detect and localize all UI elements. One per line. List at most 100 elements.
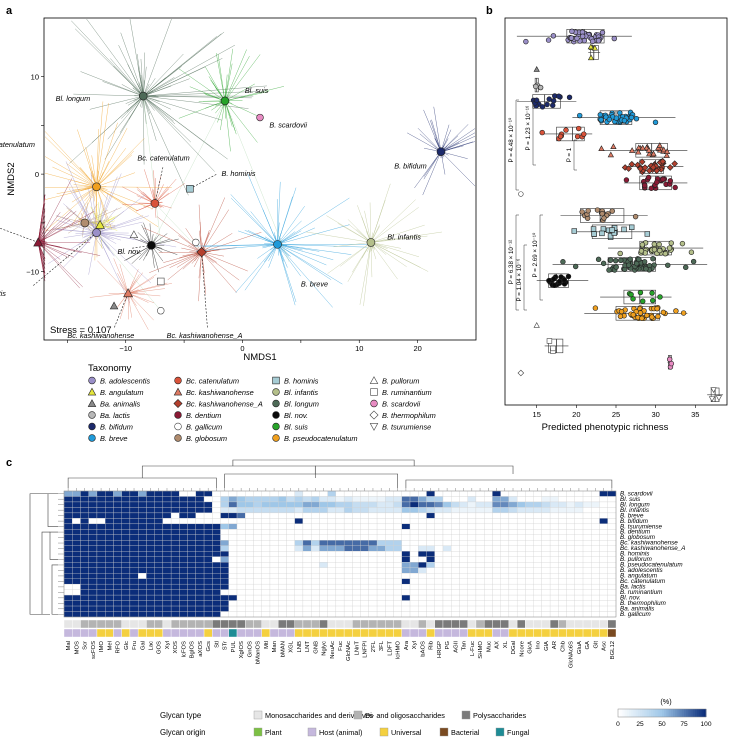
heatmap-cell-19-11 <box>154 594 164 601</box>
heatmap-cell-0-13 <box>170 490 180 497</box>
heatmap-cell-13-44 <box>426 562 435 568</box>
heatmap-cell-9-65 <box>599 540 608 546</box>
heatmap-cell-17-59 <box>549 583 559 590</box>
ray-9-44 <box>74 232 97 257</box>
heatmap-cell-1-21 <box>236 496 246 503</box>
heatmap-cell-17-12 <box>162 583 172 590</box>
heatmap-cell-13-41 <box>401 562 411 568</box>
ray-5-10 <box>154 178 177 204</box>
ray-18-28 <box>127 274 157 294</box>
heatmap-cell-0-25 <box>269 490 279 497</box>
ray-15-32 <box>277 244 296 306</box>
heatmap-cell-21-64 <box>591 605 600 612</box>
ray-18-4 <box>117 273 129 294</box>
heatmap-cell-9-59 <box>549 540 559 546</box>
heatmap-cell-2-60 <box>558 501 567 508</box>
heatmap-cell-7-19 <box>220 529 229 535</box>
heatmap-cell-18-57 <box>533 589 543 596</box>
richness-point-17-26 <box>618 308 625 315</box>
heatmap-cell-13-31 <box>319 562 328 568</box>
heatmap-cell-4-51 <box>484 512 493 519</box>
heatmap-cell-10-18 <box>212 545 221 552</box>
heatmap-cell-6-42 <box>409 523 419 530</box>
centroid-b--gallicum <box>157 307 165 315</box>
richness-point-13-10 <box>656 241 662 248</box>
heatmap-cell-13-6 <box>113 562 122 568</box>
heatmap-cell-12-20 <box>228 556 238 563</box>
heatmap-cell-20-32 <box>327 600 337 607</box>
ray-14-25 <box>201 252 237 293</box>
ray-16-24 <box>333 242 371 248</box>
heatmap-row-label-19: Bl. nov. <box>620 594 641 601</box>
heatmap-cell-10-4 <box>96 545 106 552</box>
heatmap-cell-1-7 <box>121 496 131 503</box>
heatmap-cell-3-37 <box>368 507 378 514</box>
heatmap-cell-10-13 <box>170 545 180 552</box>
heatmap-cell-2-65 <box>599 501 608 508</box>
ray-0-65 <box>143 95 157 141</box>
heatmap-cell-8-16 <box>195 534 205 541</box>
richness-point-13-19 <box>617 250 623 257</box>
heatmap-cell-0-26 <box>278 490 287 497</box>
ray-15-52 <box>277 244 297 303</box>
richness-point-7-17 <box>663 148 671 155</box>
heatmap-cell-5-41 <box>401 518 411 525</box>
heatmap-cell-4-52 <box>492 512 501 519</box>
heatmap-cell-19-18 <box>212 594 221 601</box>
heatmap-cell-9-55 <box>516 540 526 546</box>
richness-point-14-58 <box>600 260 607 267</box>
glycan-type-cell-14 <box>179 619 188 629</box>
richness-point-14-47 <box>612 257 619 264</box>
heatmap-cell-8-41 <box>401 534 411 541</box>
glycan-origin-label-0: Plant <box>265 728 282 737</box>
heatmap-cell-4-50 <box>475 512 485 519</box>
heatmap-cell-18-40 <box>393 589 402 596</box>
colorbar-step-4 <box>626 709 630 717</box>
glycan-origin-cell-24 <box>261 628 271 638</box>
ray-16-11 <box>370 224 425 243</box>
glycan-origin-cell-29 <box>302 628 312 638</box>
heatmap-cell-15-55 <box>516 573 526 579</box>
heatmap-cell-10-54 <box>508 545 518 552</box>
heatmap-cell-0-61 <box>566 490 575 497</box>
glycan-origin-cell-49 <box>467 628 477 638</box>
richness-bracket-5 <box>539 214 543 301</box>
heatmap-cell-14-46 <box>442 567 452 574</box>
heatmap-cell-14-51 <box>484 567 493 574</box>
heatmap-cell-21-25 <box>269 605 279 612</box>
heatmap-cell-2-0 <box>63 501 73 508</box>
heatmap-cell-13-9 <box>137 562 147 568</box>
heatmap-cell-17-34 <box>343 583 353 590</box>
heatmap-cell-2-13 <box>170 501 180 508</box>
heatmap-cell-13-37 <box>368 562 378 568</box>
glycan-origin-cell-40 <box>393 628 402 638</box>
heatmap-cell-1-59 <box>549 496 559 503</box>
heatmap-cell-15-29 <box>302 573 312 579</box>
heatmap-cell-12-5 <box>105 556 114 563</box>
heatmap-cell-1-53 <box>500 496 510 503</box>
heatmap-cell-3-56 <box>525 507 534 514</box>
glycan-type-cell-31 <box>319 619 328 629</box>
ray-11-64 <box>38 242 61 248</box>
heatmap-cell-8-50 <box>475 534 485 541</box>
heatmap-cell-15-21 <box>236 573 246 579</box>
heatmap-cell-7-39 <box>385 529 394 535</box>
ray-0-26 <box>86 18 144 97</box>
heatmap-cell-8-26 <box>278 534 287 541</box>
ray-16-12 <box>370 207 419 243</box>
ray-11-56 <box>38 210 72 243</box>
heatmap-cell-11-23 <box>253 551 262 557</box>
ray-3-38 <box>440 124 450 152</box>
heatmap-cell-3-26 <box>278 507 287 514</box>
legend-label-16: Bl. suis <box>284 423 308 432</box>
heatmap-cell-10-65 <box>599 545 608 552</box>
heatmap-cell-4-49 <box>467 512 477 519</box>
heatmap-cell-20-53 <box>500 600 510 607</box>
heatmap-cell-5-60 <box>558 518 567 525</box>
heatmap-cell-8-24 <box>261 534 271 541</box>
heatmap-cell-2-51 <box>484 501 493 508</box>
richness-point-14-56 <box>634 260 640 267</box>
glycan-origin-cell-36 <box>360 628 370 638</box>
glycan-origin-cell-53 <box>500 628 510 638</box>
